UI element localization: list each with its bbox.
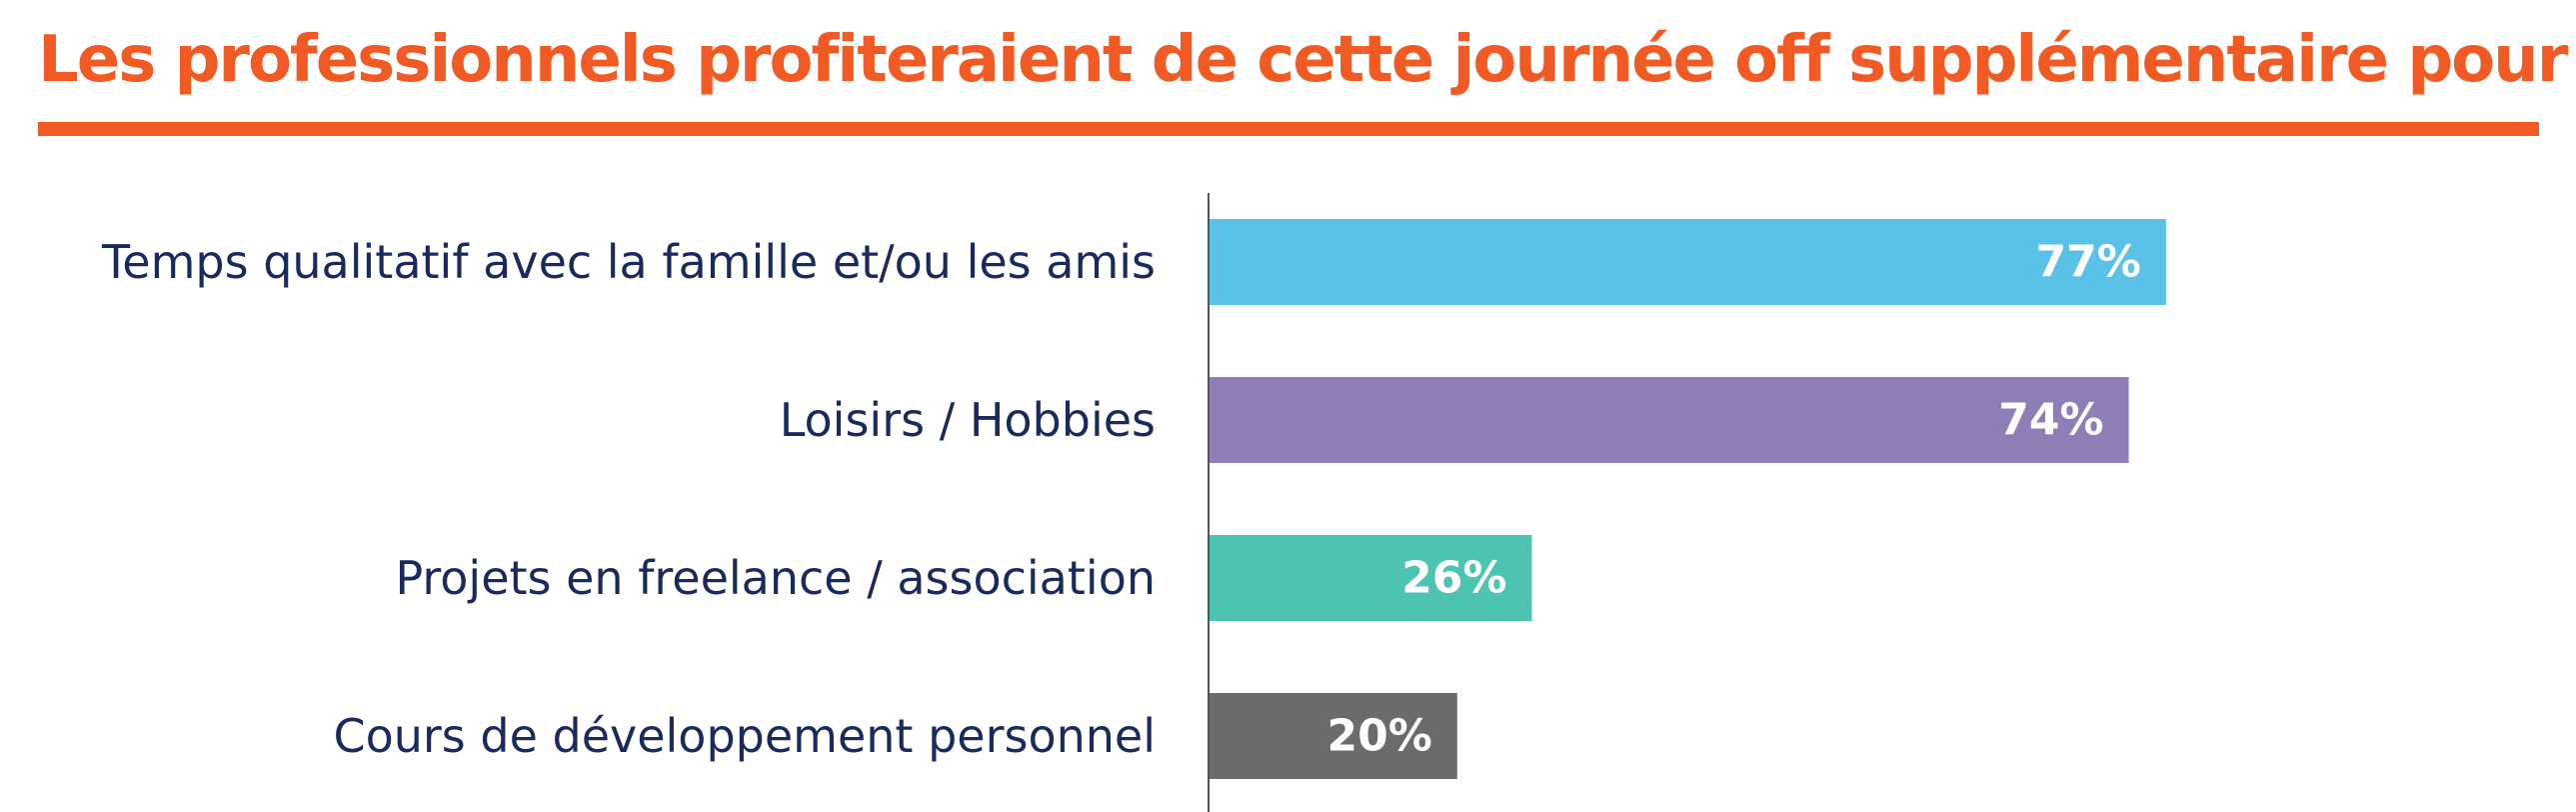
bar-loisirs-hobbies: [1209, 377, 2129, 463]
bar-cours-de-developpement-personnel: [1209, 693, 1457, 779]
value-label-projets-en-freelance-association: 26%: [1401, 553, 1506, 604]
chart-title: Les professionnels profiteraient de cett…: [38, 23, 2576, 97]
category-label-temps-qualitatif-avec-la-famille-et-ou-les-amis: Temps qualitatif avec la famille et/ou l…: [101, 235, 1156, 289]
category-label-projets-en-freelance-association: Projets en freelance / association: [395, 551, 1156, 605]
category-label-cours-de-developpement-personnel: Cours de développement personnel: [333, 709, 1156, 763]
value-label-cours-de-developpement-personnel: 20%: [1326, 711, 1431, 762]
value-label-temps-qualitatif-avec-la-famille-et-ou-les-amis: 77%: [2036, 237, 2141, 288]
title-underline: [38, 122, 2539, 136]
category-label-loisirs-hobbies: Loisirs / Hobbies: [780, 393, 1156, 447]
value-label-loisirs-hobbies: 74%: [1998, 395, 2103, 446]
bar-projets-en-freelance-association: [1209, 535, 1532, 621]
bar-temps-qualitatif-avec-la-famille-et-ou-les-amis: [1209, 219, 2166, 305]
